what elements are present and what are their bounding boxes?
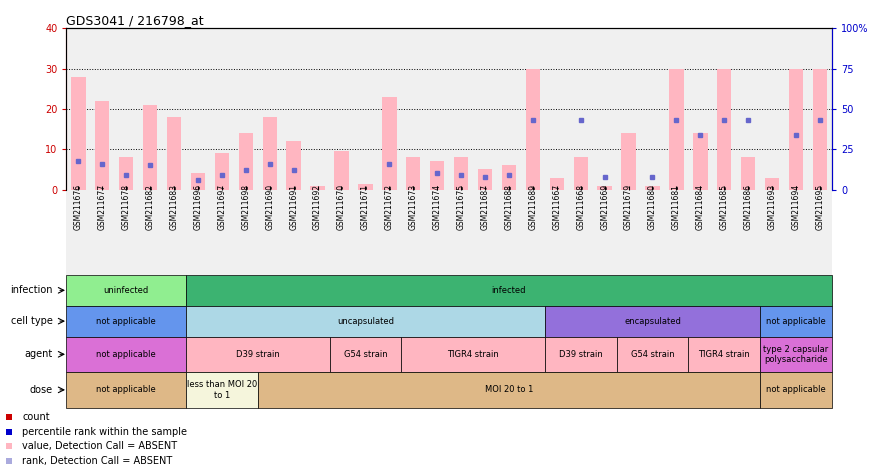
Bar [621,133,635,190]
Bar [66,337,186,372]
Bar [186,275,832,306]
Text: G54 strain: G54 strain [631,350,674,359]
Bar [66,372,186,408]
Bar [760,306,832,337]
Text: less than MOI 20
to 1: less than MOI 20 to 1 [187,380,257,400]
Bar [478,170,492,190]
Text: encapsulated: encapsulated [624,317,681,326]
Bar [71,77,86,190]
Bar [287,141,301,190]
Bar [741,157,756,190]
Bar [66,306,186,337]
Text: cell type: cell type [11,316,52,326]
Bar [550,178,564,190]
Bar [95,101,110,190]
Bar [812,69,827,190]
Text: GDS3041 / 216798_at: GDS3041 / 216798_at [66,14,204,27]
Text: not applicable: not applicable [766,385,826,394]
Text: MOI 20 to 1: MOI 20 to 1 [485,385,533,394]
Text: TIGR4 strain: TIGR4 strain [447,350,499,359]
Bar [263,117,277,190]
Bar [186,306,545,337]
Text: not applicable: not applicable [766,317,826,326]
Bar [239,133,253,190]
Bar [717,69,731,190]
Text: not applicable: not applicable [96,317,156,326]
Bar [502,165,516,190]
Text: count: count [22,412,50,422]
Bar [617,337,689,372]
Bar [430,161,444,190]
Text: value, Detection Call = ABSENT: value, Detection Call = ABSENT [22,441,177,451]
Bar [645,186,659,190]
Bar [693,133,707,190]
Bar [545,337,617,372]
Bar [143,105,158,190]
Bar [760,337,832,372]
Text: D39 strain: D39 strain [236,350,280,359]
Bar [311,186,325,190]
Text: infection: infection [10,285,52,295]
Bar [406,157,420,190]
Bar [358,183,373,190]
Bar [66,275,186,306]
Bar [215,154,229,190]
Bar [669,69,683,190]
Bar [789,69,804,190]
Text: infected: infected [492,286,527,295]
Bar [329,337,401,372]
Text: TIGR4 strain: TIGR4 strain [698,350,750,359]
Bar [597,186,612,190]
Bar [545,306,760,337]
Bar [526,69,540,190]
Bar [382,97,396,190]
Text: not applicable: not applicable [96,350,156,359]
Bar [119,157,134,190]
Bar [401,337,545,372]
Bar [573,157,588,190]
Bar [765,178,780,190]
Bar [689,337,760,372]
Bar [191,173,205,190]
Bar [335,151,349,190]
Text: uncapsulated: uncapsulated [337,317,394,326]
Bar [454,157,468,190]
Text: uninfected: uninfected [104,286,149,295]
Text: percentile rank within the sample: percentile rank within the sample [22,427,187,437]
Bar [186,337,329,372]
Text: type 2 capsular
polysaccharide: type 2 capsular polysaccharide [764,345,828,364]
Text: rank, Detection Call = ABSENT: rank, Detection Call = ABSENT [22,456,173,466]
Bar [258,372,760,408]
Text: agent: agent [25,349,52,359]
Text: D39 strain: D39 strain [558,350,603,359]
Text: G54 strain: G54 strain [343,350,388,359]
Bar [167,117,181,190]
Bar [760,372,832,408]
Text: not applicable: not applicable [96,385,156,394]
Text: dose: dose [29,385,52,395]
Bar [186,372,258,408]
